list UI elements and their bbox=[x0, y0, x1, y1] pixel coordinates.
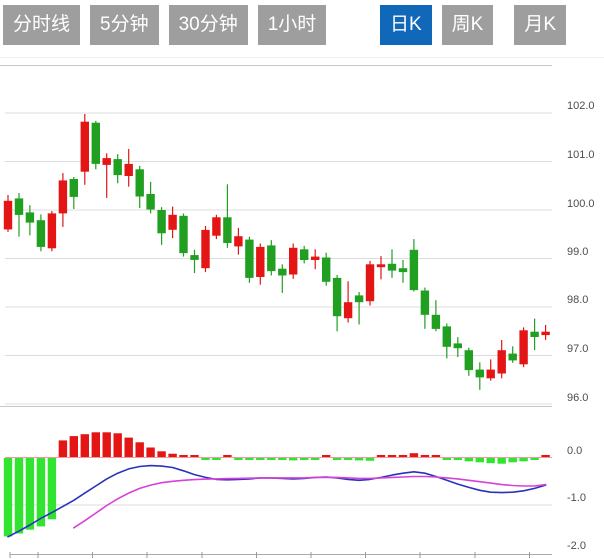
tab-daily-k[interactable]: 日K bbox=[379, 5, 432, 45]
tab-weekly-k[interactable]: 周K bbox=[441, 5, 494, 45]
macd-axis-label-0: 0.0 bbox=[567, 445, 583, 457]
tab-timeshare[interactable]: 分时线 bbox=[3, 5, 81, 45]
tab-5min[interactable]: 5分钟 bbox=[90, 5, 159, 45]
price-axis-label-98: 98.0 bbox=[567, 294, 589, 306]
price-axis-label-101: 101.0 bbox=[567, 149, 595, 161]
price-axis-label-99: 99.0 bbox=[567, 246, 589, 258]
tab-30min[interactable]: 30分钟 bbox=[168, 5, 248, 45]
price-axis-label-102: 102.0 bbox=[567, 100, 595, 112]
period-tabbar: 分时线 5分钟 30分钟 1小时 日K 周K 月K bbox=[0, 0, 604, 45]
tab-monthly-k[interactable]: 月K bbox=[514, 5, 566, 45]
tab-1hour[interactable]: 1小时 bbox=[257, 5, 327, 45]
macd-axis-label-neg1: -1.0 bbox=[567, 492, 586, 504]
price-axis-label-96: 96.0 bbox=[567, 392, 589, 404]
price-axis-label-97: 97.0 bbox=[567, 343, 589, 355]
macd-axis-label-neg2: -2.0 bbox=[567, 540, 586, 552]
price-axis-label-100: 100.0 bbox=[567, 198, 595, 210]
